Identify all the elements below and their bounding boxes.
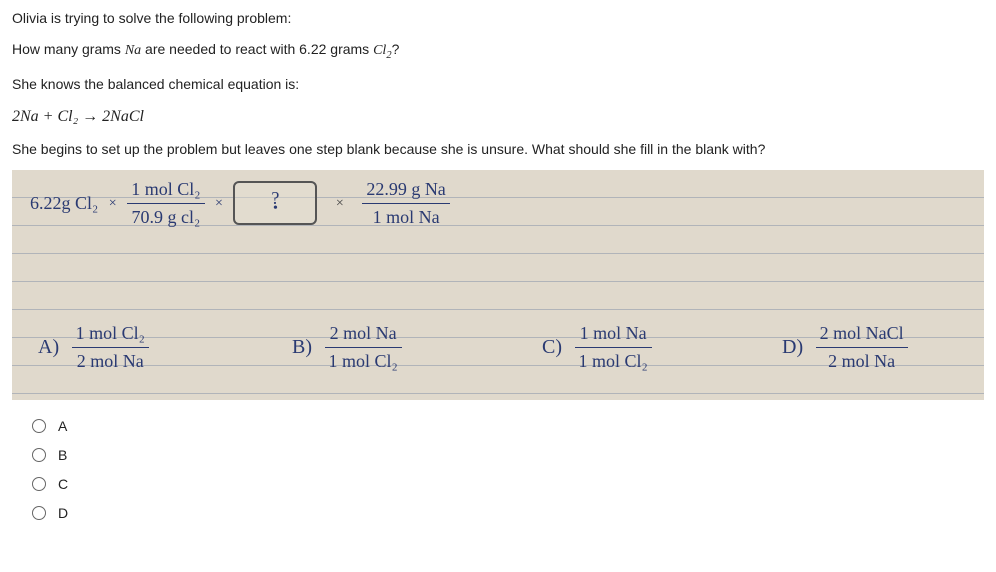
prompt-line: She begins to set up the problem but lea… (12, 139, 984, 160)
blank-box: ? • (233, 181, 317, 225)
problem-statement: Olivia is trying to solve the following … (12, 8, 984, 160)
radio-icon (32, 506, 46, 520)
radio-icon (32, 419, 46, 433)
question-line: How many grams Na are needed to react wi… (12, 39, 984, 64)
answer-label: A (58, 416, 67, 437)
answer-option-b[interactable]: B (32, 445, 984, 466)
radio-icon (32, 448, 46, 462)
choice-a: A) 1 mol Cl₂ 2 mol Na (38, 320, 149, 375)
times-icon: × (109, 193, 117, 214)
work-row: 6.22g Cl₂ × 1 mol Cl₂ 70.9 g cl₂ × ? • ×… (30, 176, 450, 231)
answer-label: D (58, 503, 68, 524)
answer-label: B (58, 445, 67, 466)
intro-line: Olivia is trying to solve the following … (12, 8, 984, 29)
start-mass: 6.22g Cl₂ (30, 193, 98, 213)
choice-d: D) 2 mol NaCl 2 mol Na (782, 320, 908, 375)
handwritten-work: 6.22g Cl₂ × 1 mol Cl₂ 70.9 g cl₂ × ? • ×… (12, 170, 984, 400)
radio-icon (32, 477, 46, 491)
choice-c: C) 1 mol Na 1 mol Cl₂ (542, 320, 652, 375)
conversion-1: 1 mol Cl₂ 70.9 g cl₂ (127, 176, 204, 231)
balanced-equation: 2Na + Cl₂ → 2NaCl (12, 105, 984, 129)
answer-option-a[interactable]: A (32, 416, 984, 437)
times-icon: × (336, 193, 344, 214)
conversion-3: 22.99 g Na 1 mol Na (362, 176, 450, 231)
choice-b: B) 2 mol Na 1 mol Cl₂ (292, 320, 402, 375)
times-icon: × (215, 193, 223, 214)
answer-label: C (58, 474, 68, 495)
answer-choices: A B C D (12, 416, 984, 524)
answer-option-d[interactable]: D (32, 503, 984, 524)
known-line: She knows the balanced chemical equation… (12, 74, 984, 95)
answer-option-c[interactable]: C (32, 474, 984, 495)
